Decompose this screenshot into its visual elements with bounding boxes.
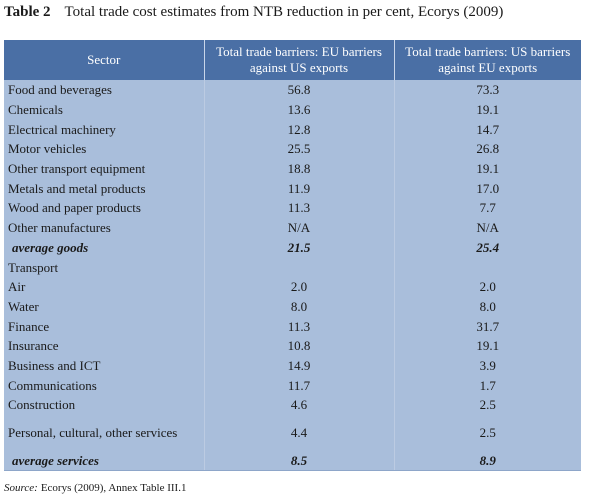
- source-text: Ecorys (2009), Annex Table III.1: [40, 482, 187, 494]
- table-row: Food and beverages 56.8 73.3: [4, 80, 581, 100]
- table-row: Air 2.0 2.0: [4, 276, 581, 297]
- value-cell: [204, 257, 395, 277]
- sector-cell: Finance: [4, 316, 205, 336]
- table-row: Business and ICT 14.9 3.9: [4, 355, 581, 376]
- value-cell: 2.0: [204, 276, 395, 297]
- value-cell: 19.1: [394, 99, 581, 120]
- value-cell: 73.3: [394, 80, 581, 100]
- table-row: Chemicals 13.6 19.1: [4, 99, 581, 120]
- value-cell: 1.7: [394, 375, 581, 395]
- value-cell: [394, 257, 581, 277]
- sector-cell: Personal, cultural, other services: [4, 414, 205, 451]
- source-note: Source: Ecorys (2009), Annex Table III.1: [4, 482, 186, 494]
- table-row: Wood and paper products 11.3 7.7: [4, 198, 581, 218]
- value-cell: 8.0: [394, 296, 581, 317]
- value-cell: 3.9: [394, 355, 581, 376]
- header-cell: Total trade barriers: US barriers agains…: [394, 40, 581, 80]
- table-row: Communications 11.7 1.7: [4, 375, 581, 395]
- value-cell: 31.7: [394, 316, 581, 336]
- value-cell: N/A: [394, 217, 581, 238]
- value-cell: 4.6: [204, 395, 395, 415]
- sector-cell: Air: [4, 276, 205, 297]
- table-row: Transport: [4, 257, 581, 277]
- value-cell: 8.9: [394, 450, 581, 472]
- table-row: Water 8.0 8.0: [4, 296, 581, 317]
- value-cell: 11.3: [204, 198, 395, 218]
- table-row: average goods 21.5 25.4: [4, 237, 581, 258]
- value-cell: 26.8: [394, 139, 581, 159]
- sector-cell: average goods: [4, 237, 205, 258]
- value-cell: 7.7: [394, 198, 581, 218]
- value-cell: 19.1: [394, 335, 581, 356]
- value-cell: 11.9: [204, 178, 395, 199]
- value-cell: 8.5: [204, 450, 395, 472]
- sector-cell: Electrical machinery: [4, 119, 205, 140]
- sector-cell: Business and ICT: [4, 355, 205, 376]
- data-table: Sector Total trade barriers: EU barriers …: [4, 40, 581, 472]
- sector-cell: Insurance: [4, 335, 205, 356]
- table-row: Construction 4.6 2.5: [4, 395, 581, 415]
- value-cell: 2.5: [394, 395, 581, 415]
- table-row: Motor vehicles 25.5 26.8: [4, 139, 581, 159]
- sector-cell: Food and beverages: [4, 80, 205, 100]
- sector-cell: Communications: [4, 375, 205, 395]
- table-row: Finance 11.3 31.7: [4, 316, 581, 336]
- sector-cell: Metals and metal products: [4, 178, 205, 199]
- value-cell: 14.7: [394, 119, 581, 140]
- value-cell: N/A: [204, 217, 395, 238]
- sector-cell: Water: [4, 296, 205, 317]
- sector-cell: Motor vehicles: [4, 139, 205, 159]
- header-cell: Total trade barriers: EU barriers agains…: [204, 40, 395, 80]
- value-cell: 13.6: [204, 99, 395, 120]
- source-label: Source:: [4, 482, 38, 494]
- value-cell: 2.0: [394, 276, 581, 297]
- sector-cell: Construction: [4, 395, 205, 415]
- value-cell: 18.8: [204, 158, 395, 179]
- header-row: Sector Total trade barriers: EU barriers …: [4, 40, 581, 80]
- value-cell: 21.5: [204, 237, 395, 258]
- table-row: Personal, cultural, other services 4.4 2.5: [4, 414, 581, 451]
- sector-cell: Other transport equipment: [4, 158, 205, 179]
- value-cell: 8.0: [204, 296, 395, 317]
- table-number: Table 2: [4, 4, 51, 20]
- table-title: Table 2 Total trade cost estimates from N…: [4, 4, 503, 21]
- header-cell: Sector: [4, 40, 205, 80]
- sector-cell: average services: [4, 450, 205, 472]
- table-body: Food and beverages 56.8 73.3 Chemicals 13.6 1…: [4, 80, 581, 472]
- value-cell: 4.4: [204, 414, 395, 451]
- table-row: Insurance 10.8 19.1: [4, 335, 581, 356]
- value-cell: 14.9: [204, 355, 395, 376]
- value-cell: 11.3: [204, 316, 395, 336]
- sector-cell: Chemicals: [4, 99, 205, 120]
- value-cell: 25.4: [394, 237, 581, 258]
- value-cell: 2.5: [394, 414, 581, 451]
- value-cell: 10.8: [204, 335, 395, 356]
- table-row: Electrical machinery 12.8 14.7: [4, 119, 581, 140]
- title-text: Total trade cost estimates from NTB redu…: [64, 4, 504, 20]
- value-cell: 56.8: [204, 80, 395, 100]
- value-cell: 25.5: [204, 139, 395, 159]
- table-row: Other transport equipment 18.8 19.1: [4, 158, 581, 179]
- value-cell: 12.8: [204, 119, 395, 140]
- value-cell: 17.0: [394, 178, 581, 199]
- sector-cell: Transport: [4, 257, 205, 277]
- table-row: Metals and metal products 11.9 17.0: [4, 178, 581, 199]
- value-cell: 11.7: [204, 375, 395, 395]
- sector-cell: Other manufactures: [4, 217, 205, 238]
- table-row: Other manufactures N/A N/A: [4, 217, 581, 238]
- table-row: average services 8.5 8.9: [4, 450, 581, 472]
- sector-cell: Wood and paper products: [4, 198, 205, 218]
- value-cell: 19.1: [394, 158, 581, 179]
